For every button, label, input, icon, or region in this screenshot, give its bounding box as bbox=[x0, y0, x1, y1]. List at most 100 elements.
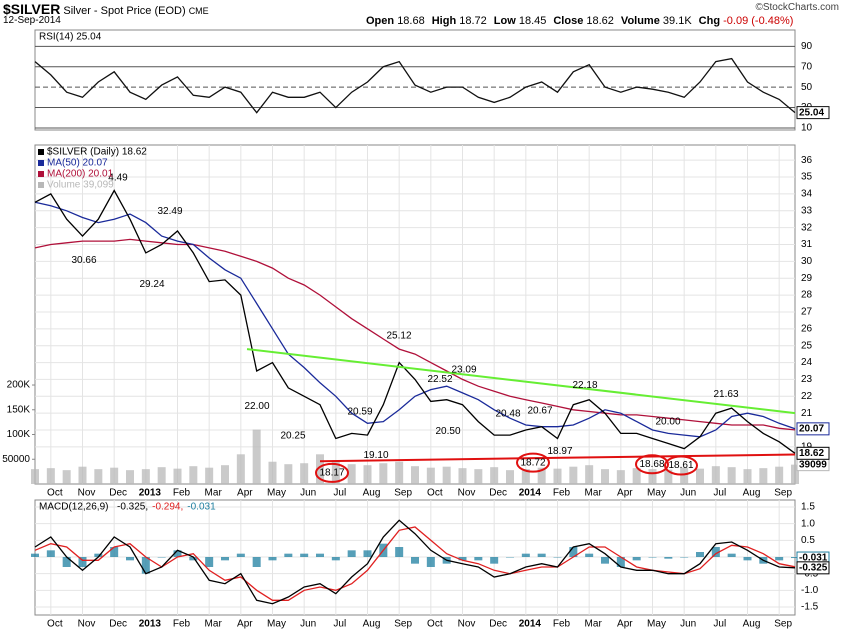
x-tick-label: Dec bbox=[489, 488, 507, 499]
x-tick-label: Oct bbox=[427, 619, 443, 630]
annotation: 18.68 bbox=[639, 459, 664, 470]
y-tick-label: 1.5 bbox=[801, 502, 815, 513]
bar bbox=[236, 553, 245, 557]
bar bbox=[94, 553, 103, 557]
x-tick-label: Mar bbox=[205, 619, 223, 630]
bar bbox=[347, 550, 356, 557]
annotation: 25.12 bbox=[386, 330, 411, 341]
y-tick-label: 90 bbox=[801, 41, 813, 52]
line bbox=[34, 57, 796, 114]
x-tick-label: Jul bbox=[713, 619, 726, 630]
bar bbox=[62, 557, 71, 567]
bar bbox=[78, 557, 87, 567]
annotation: 22.52 bbox=[427, 374, 452, 385]
legend-label: $SILVER (Daily) 18.62 bbox=[47, 147, 147, 158]
x-tick-label: May bbox=[647, 488, 666, 499]
bar bbox=[711, 466, 720, 484]
bar bbox=[569, 547, 578, 557]
annotation: 29.24 bbox=[139, 279, 164, 290]
x-tick-label: Nov bbox=[78, 619, 96, 630]
bar bbox=[680, 557, 689, 558]
x-tick-label: Dec bbox=[109, 619, 127, 630]
bar bbox=[316, 553, 324, 557]
quote-value: 18.68 bbox=[397, 15, 425, 27]
end-tag-box bbox=[796, 446, 830, 460]
bar bbox=[331, 557, 340, 561]
legend-swatch bbox=[38, 149, 44, 155]
x-tick-label: Feb bbox=[173, 488, 191, 499]
bar bbox=[110, 547, 119, 557]
x-tick-label: Aug bbox=[363, 488, 381, 499]
quote-label: Low bbox=[493, 15, 516, 27]
bar bbox=[189, 557, 198, 561]
y-tick-label: 26 bbox=[801, 323, 813, 334]
x-tick-label: Oct bbox=[47, 488, 63, 499]
bar bbox=[601, 469, 609, 484]
x-tick-label: Aug bbox=[363, 619, 381, 630]
x-tick-label: Sep bbox=[774, 488, 792, 499]
quote-label: Close bbox=[553, 15, 584, 27]
bar bbox=[743, 557, 752, 561]
legend-label: MA(50) 20.07 bbox=[47, 158, 108, 169]
bar bbox=[616, 557, 625, 567]
bar bbox=[126, 557, 134, 561]
bar bbox=[268, 557, 277, 561]
bar bbox=[31, 553, 39, 557]
instrument-name: Silver - Spot Price (EOD) bbox=[63, 5, 186, 17]
source: ©StockCharts.com bbox=[755, 2, 839, 13]
bar bbox=[521, 553, 530, 557]
y2-tick-label: 150K bbox=[7, 404, 31, 415]
y-tick-label: 10 bbox=[801, 123, 813, 134]
bar bbox=[458, 468, 467, 484]
bar bbox=[252, 557, 261, 567]
bar bbox=[601, 557, 609, 564]
y-tick-label: 27 bbox=[801, 307, 813, 318]
end-tag: 18.62 bbox=[796, 446, 830, 460]
bar bbox=[490, 467, 499, 484]
legend-label: -0.325, bbox=[117, 502, 148, 513]
bar bbox=[363, 465, 372, 484]
annotation: 20.59 bbox=[347, 407, 372, 418]
bar bbox=[395, 461, 404, 484]
x-tick-label: Mar bbox=[585, 619, 603, 630]
y2-tick-label: 200K bbox=[7, 380, 31, 391]
bar bbox=[94, 469, 103, 484]
x-tick-label: Sep bbox=[394, 488, 412, 499]
bar bbox=[791, 557, 799, 559]
bar bbox=[791, 464, 799, 484]
annotation: 18.72 bbox=[520, 457, 545, 468]
annotation: 18.97 bbox=[547, 446, 572, 457]
y-tick-label: 70 bbox=[801, 61, 813, 72]
bar bbox=[221, 465, 229, 484]
x-tick-label: 2013 bbox=[139, 488, 162, 499]
annotation: 19.10 bbox=[363, 450, 388, 461]
legend-label: MA(200) 20.01 bbox=[47, 169, 114, 180]
annotation: 20.50 bbox=[435, 426, 460, 437]
bar bbox=[284, 553, 293, 557]
annotation: 30.66 bbox=[71, 255, 96, 266]
legend-label: -0.031 bbox=[187, 502, 216, 513]
bar bbox=[316, 454, 324, 484]
annotation: 22.18 bbox=[572, 380, 597, 391]
quote-value: 18.62 bbox=[586, 15, 614, 27]
bar bbox=[173, 468, 182, 484]
annotation: 20.25 bbox=[280, 430, 305, 441]
end-tag: 25.04 bbox=[796, 106, 830, 120]
bar bbox=[157, 467, 166, 484]
legend-swatch bbox=[38, 171, 44, 177]
x-tick-label: Jun bbox=[680, 488, 696, 499]
x-tick-label: May bbox=[647, 619, 666, 630]
y-tick-label: 23 bbox=[801, 374, 813, 385]
bar bbox=[252, 429, 261, 484]
bar bbox=[411, 466, 419, 484]
bar bbox=[680, 467, 689, 484]
bar bbox=[585, 553, 594, 557]
end-tag-label: 18.62 bbox=[799, 448, 824, 459]
bar bbox=[775, 466, 784, 484]
bar bbox=[300, 553, 309, 557]
bar bbox=[426, 467, 435, 484]
bar bbox=[506, 470, 514, 484]
annotation: 21.63 bbox=[713, 389, 738, 400]
bar bbox=[347, 464, 356, 484]
trendline bbox=[246, 348, 796, 415]
